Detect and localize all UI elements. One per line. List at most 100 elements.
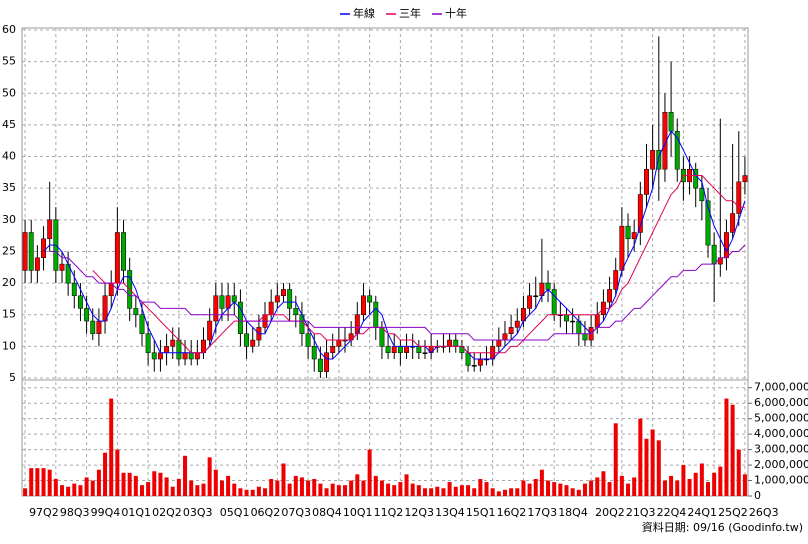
volume-bar <box>724 398 729 496</box>
candle-body <box>699 187 705 202</box>
volume-bar <box>96 469 101 496</box>
candle-body <box>250 339 256 347</box>
volume-bar <box>632 477 637 496</box>
volume-bar <box>121 472 126 496</box>
volume-bar <box>306 480 311 496</box>
x-tick-label: 15Q1 <box>466 506 496 519</box>
candle-body <box>416 346 422 353</box>
candle-body <box>237 301 243 334</box>
candle-body <box>514 320 520 328</box>
volume-bar <box>386 483 391 496</box>
volume-bar <box>422 488 427 496</box>
candle-body <box>41 238 46 259</box>
volume-bar <box>78 485 83 496</box>
volume-bar <box>650 429 655 496</box>
y-tick-label: 10 <box>2 339 16 352</box>
candle-body <box>619 225 625 271</box>
candle-body <box>644 168 649 195</box>
volume-bar <box>244 489 249 496</box>
volume-bar <box>269 478 274 496</box>
x-tick-label: 02Q2 <box>152 506 182 519</box>
candle-body <box>533 295 539 297</box>
volume-bar <box>355 474 360 496</box>
volume-bar <box>416 485 421 496</box>
volume-bar <box>226 475 231 496</box>
legend-label: 年線 <box>353 6 375 20</box>
volume-bar <box>139 485 144 496</box>
candle-body <box>564 314 569 322</box>
volume-bar <box>607 482 612 496</box>
x-tick-label: 20Q2 <box>595 506 625 519</box>
volume-bar <box>466 485 471 496</box>
candle-body <box>90 320 96 334</box>
volume-bar <box>669 475 674 496</box>
volume-bar <box>207 457 212 496</box>
volume-bar <box>361 480 366 496</box>
source-note: 資料日期: 09/16 (Goodinfo.tw) <box>642 520 803 534</box>
candle-body <box>305 333 311 347</box>
volume-bar <box>219 480 224 496</box>
y2-tick-label: 0 <box>754 489 761 502</box>
y-tick-label: 40 <box>2 150 16 163</box>
volume-bar <box>47 469 52 496</box>
volume-bar <box>29 468 34 496</box>
volume-bar <box>367 449 372 496</box>
candle-body <box>397 346 403 353</box>
x-tick-label: 24Q1 <box>687 506 717 519</box>
volume-bar <box>35 468 40 496</box>
volume-bar <box>570 488 575 496</box>
candle-body <box>607 289 613 303</box>
y-tick-label: 60 <box>2 23 16 36</box>
y-tick-label: 55 <box>2 55 16 68</box>
candle-body <box>194 352 200 360</box>
volume-bar <box>447 482 452 496</box>
volume-bar <box>195 485 200 496</box>
volume-bar <box>53 478 58 496</box>
candle-body <box>724 232 729 259</box>
candle-body <box>268 301 274 315</box>
candle-body <box>631 232 637 240</box>
candle-body <box>674 130 680 170</box>
volume-bar <box>146 482 151 496</box>
candle-body <box>47 219 53 240</box>
volume-bar <box>158 472 163 496</box>
volume-bar <box>595 477 600 496</box>
candle-body <box>527 295 533 309</box>
x-tick-label: 21Q3 <box>626 506 656 519</box>
candle-body <box>361 295 366 315</box>
candle-body <box>84 308 90 322</box>
volume-bar <box>232 483 237 496</box>
y2-tick-label: 6,000,000 <box>754 396 808 409</box>
volume-bar <box>373 475 378 496</box>
volume-bar <box>379 480 384 496</box>
volume-bar <box>287 483 292 496</box>
candle-body <box>213 295 219 322</box>
x-tick-label: 98Q3 <box>60 506 90 519</box>
volume-bar <box>687 478 692 496</box>
candle-body <box>471 365 477 367</box>
x-tick-label: 03Q3 <box>183 506 213 519</box>
y-tick-label: 15 <box>2 308 16 321</box>
volume-bar <box>681 465 686 496</box>
volume-bar <box>521 480 526 496</box>
volume-bar <box>349 480 354 496</box>
volume-bar <box>127 472 132 496</box>
volume-bar <box>675 480 680 496</box>
candle-body <box>502 333 508 341</box>
candle-body <box>422 352 428 354</box>
x-tick-label: 07Q3 <box>281 506 311 519</box>
x-tick-label: 06Q2 <box>251 506 281 519</box>
candle-body <box>367 295 373 303</box>
volume-bar <box>324 488 329 496</box>
candle-body <box>447 339 453 347</box>
volume-bar <box>84 477 89 496</box>
volume-bar <box>201 483 206 496</box>
candle-body <box>317 358 323 372</box>
y-tick-label: 20 <box>2 276 16 289</box>
volume-bar <box>718 466 723 496</box>
volume-bar <box>404 474 409 496</box>
volume-bar <box>601 471 606 496</box>
volume-bar <box>730 404 735 496</box>
y-tick-label: 45 <box>2 118 16 131</box>
